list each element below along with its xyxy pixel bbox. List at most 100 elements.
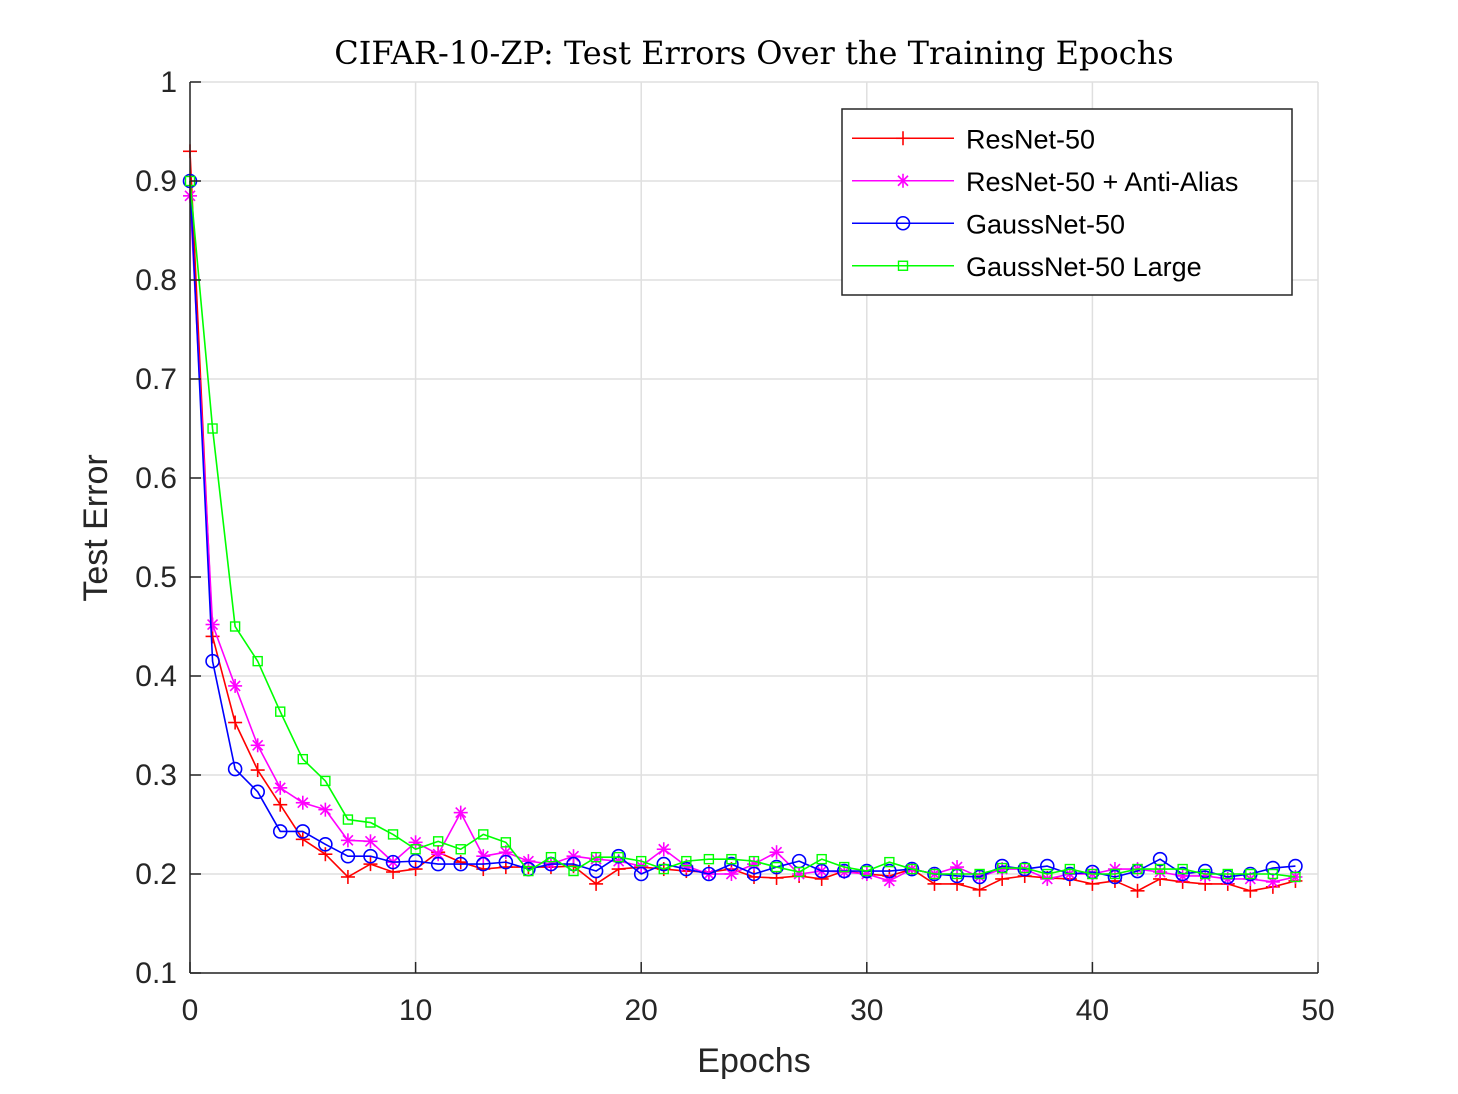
- data-point: [320, 775, 331, 787]
- data-point: [656, 842, 671, 857]
- marker-square: [590, 851, 602, 863]
- data-point: [996, 862, 1008, 874]
- data-point: [297, 753, 308, 765]
- y-tick-label: 0.1: [135, 957, 177, 990]
- marker-star-d2: [883, 875, 895, 887]
- marker-square: [568, 865, 579, 877]
- marker-star-d2: [229, 680, 241, 692]
- data-point: [836, 863, 852, 879]
- marker-square: [275, 706, 286, 717]
- legend-box: [841, 108, 1293, 296]
- marker-square: [1042, 868, 1053, 880]
- marker-circle: [227, 761, 243, 777]
- marker-circle: [701, 866, 717, 882]
- data-point: [882, 873, 897, 888]
- marker-circle: [972, 869, 987, 885]
- data-point: [408, 853, 423, 869]
- data-point: [679, 861, 694, 877]
- data-point: [273, 797, 288, 812]
- series-line: [189, 180, 1296, 878]
- data-point: [1152, 851, 1168, 867]
- data-point: [724, 856, 739, 872]
- y-tick-label: 1: [160, 66, 177, 99]
- data-point: [500, 837, 512, 848]
- marker-star-d2: [567, 850, 580, 862]
- data-point: [385, 854, 401, 870]
- data-point: [568, 865, 579, 877]
- data-point: [950, 876, 965, 891]
- marker-circle: [904, 861, 920, 877]
- legend-entry: ResNet-50: [852, 124, 1095, 154]
- data-point: [633, 866, 649, 882]
- data-point: [387, 829, 399, 840]
- series-4: [184, 175, 1301, 883]
- data-point: [318, 847, 333, 862]
- marker-square: [1019, 862, 1030, 874]
- marker-star-d2: [252, 739, 264, 751]
- marker-star-d2: [410, 836, 422, 848]
- marker-square: [410, 844, 421, 855]
- data-point: [726, 853, 737, 865]
- marker-star-d2: [477, 850, 489, 862]
- marker-star-d2: [770, 846, 783, 858]
- data-point: [656, 856, 672, 872]
- marker-square: [1222, 868, 1233, 880]
- data-point: [611, 848, 626, 864]
- data-point: [884, 856, 895, 868]
- y-tick-label: 0.5: [135, 561, 177, 594]
- data-point: [681, 855, 692, 867]
- data-point: [1175, 866, 1190, 882]
- data-point: [897, 260, 909, 271]
- data-point: [363, 848, 378, 864]
- marker-square: [342, 814, 354, 825]
- data-point: [861, 865, 872, 877]
- marker-square: [681, 855, 692, 867]
- marker-square: [1064, 863, 1076, 875]
- marker-square: [1199, 868, 1211, 880]
- marker-square: [1267, 868, 1279, 880]
- marker-star-d2: [500, 846, 512, 858]
- data-point: [589, 876, 604, 891]
- marker-circle: [205, 653, 220, 669]
- marker-square: [545, 851, 557, 863]
- data-point: [896, 131, 910, 146]
- data-point: [252, 655, 263, 667]
- marker-star-d2: [897, 175, 909, 187]
- data-point: [227, 761, 243, 777]
- marker-circle: [453, 856, 469, 872]
- marker-square: [1290, 871, 1301, 883]
- marker-square: [229, 621, 241, 632]
- data-point: [318, 836, 333, 852]
- marker-circle: [295, 824, 311, 839]
- marker-square: [613, 851, 624, 863]
- data-point: [545, 851, 557, 863]
- marker-circle: [611, 848, 626, 864]
- marker-square: [658, 863, 669, 875]
- data-point: [1064, 863, 1076, 875]
- marker-star-d2: [522, 855, 534, 867]
- legend-label: ResNet-50 + Anti-Alias: [966, 167, 1238, 197]
- marker-star-d2: [206, 618, 219, 631]
- data-point: [896, 173, 910, 188]
- marker-circle: [1062, 866, 1078, 882]
- marker-square: [1245, 868, 1256, 880]
- data-point: [1107, 869, 1123, 885]
- marker-circle: [363, 848, 378, 864]
- data-point: [521, 854, 536, 869]
- marker-circle: [1175, 866, 1190, 882]
- data-point: [1197, 863, 1213, 879]
- marker-square: [861, 865, 872, 877]
- data-point: [478, 829, 489, 840]
- y-tick-label: 0.4: [135, 660, 177, 693]
- marker-square: [478, 829, 489, 840]
- data-point: [746, 866, 762, 882]
- x-tick-label: 0: [182, 994, 199, 1027]
- legend: ResNet-50 ResNet-50 + Anti-Alias GaussNet-…: [841, 108, 1293, 296]
- x-tick-label: 20: [625, 994, 658, 1027]
- marker-star-d2: [590, 853, 602, 865]
- marker-circle: [475, 856, 491, 872]
- data-point: [295, 832, 310, 847]
- marker-square: [974, 868, 985, 880]
- data-point: [453, 805, 468, 820]
- chart-title: CIFAR-10-ZP: Test Errors Over the Traini…: [334, 34, 1173, 72]
